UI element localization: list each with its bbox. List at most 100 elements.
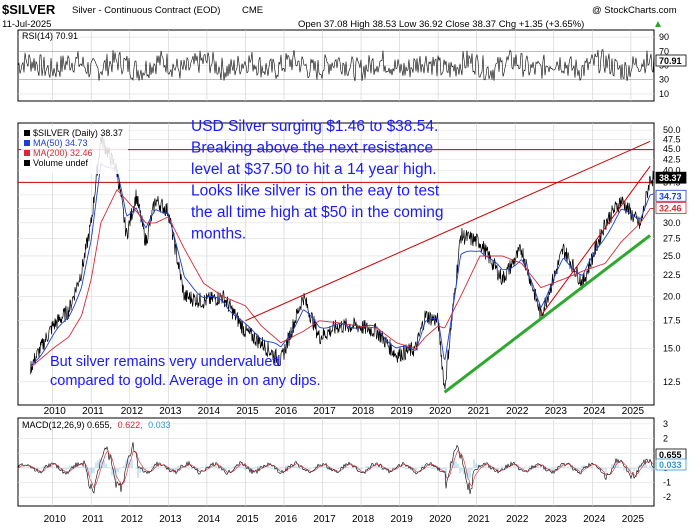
- macd-label-main: MACD(12,26,9) 0.655,: [22, 420, 112, 430]
- rsi-tick-label: 10: [659, 89, 669, 99]
- price-badge-bg: [655, 202, 687, 214]
- year-label: 2025: [622, 514, 645, 525]
- legend-swatch: [24, 150, 30, 156]
- year-label: 2011: [82, 406, 104, 417]
- year-label: 2013: [159, 514, 182, 525]
- macd-line: [17, 442, 655, 495]
- year-label: 2014: [198, 514, 221, 525]
- year-label: 2016: [275, 514, 298, 525]
- price-tick-label: 12.5: [663, 377, 681, 387]
- year-label: 2010: [44, 406, 67, 417]
- macd-signal-line: [17, 450, 655, 489]
- macd-label: MACD(12,26,9) 0.655, 0.622, 0.033: [22, 420, 171, 430]
- year-label: 2021: [468, 514, 491, 525]
- legend-entry: Volume undef: [33, 158, 89, 168]
- macd-badge: 0.033: [659, 460, 682, 470]
- year-label: 2019: [391, 406, 414, 417]
- macd-badge-bg: [655, 458, 687, 471]
- price-badge-bg: [655, 171, 687, 184]
- year-label: 2019: [391, 514, 414, 525]
- year-label: 2015: [236, 514, 259, 525]
- rsi-tick-label: 90: [659, 32, 669, 42]
- price-badge-bg: [655, 189, 687, 202]
- price-tick-label: 22.5: [663, 270, 681, 280]
- resistance-trendline: [540, 165, 651, 316]
- annotation-line: Breaking above the next resistance: [191, 140, 433, 157]
- year-label: 2012: [121, 406, 144, 417]
- rsi-badge: 70.91: [659, 56, 682, 66]
- price-badge: 38.37: [659, 173, 682, 183]
- annotation-line: level at $37.50 to hit a 14 year high.: [191, 161, 437, 178]
- macd-label-signal: 0.622,: [118, 420, 143, 430]
- price-tick-label: 20.0: [663, 291, 681, 301]
- ohlc-readout: Open 37.08 High 38.53 Low 36.92 Close 38…: [298, 19, 584, 30]
- year-label: 2025: [622, 406, 645, 417]
- price-tick-label: 40.0: [663, 166, 681, 176]
- price-tick-label: 27.5: [663, 234, 681, 244]
- annotation-line: But silver remains very undervalued: [50, 354, 281, 370]
- annotation-line: Looks like silver is on the eay to test: [191, 183, 440, 200]
- year-label: 2013: [159, 406, 182, 417]
- year-label: 2022: [506, 514, 529, 525]
- x-axis-years-top: 2010 2011 2012 2013 2014 2015 2016 2017 2018 2019…: [44, 406, 645, 417]
- macd-tick-label: -2: [663, 492, 671, 502]
- annotation-line: USD Silver surging $1.46 to $38.54.: [191, 118, 438, 135]
- year-label: 2014: [198, 406, 221, 417]
- year-label: 2015: [236, 406, 259, 417]
- legend-box: [21, 126, 128, 174]
- rsi-tick-label: 70: [659, 46, 669, 56]
- year-label: 2022: [506, 406, 529, 417]
- year-label: 2021: [468, 406, 491, 417]
- rsi-tick-label: 30: [659, 75, 669, 85]
- price-tick-label: 30.0: [663, 218, 681, 228]
- macd-panel: MACD(12,26,9) 0.655, 0.622, 0.033 3210-1…: [17, 417, 687, 507]
- macd-tick-label: 3: [663, 419, 668, 429]
- x-axis-years-bottom: 2010 2011 2012 2013 2014 2015 2016 2017 2018 2019…: [44, 514, 645, 525]
- legend-entry: $SILVER (Daily) 38.37: [33, 128, 123, 138]
- year-label: 2023: [545, 514, 568, 525]
- price-tick-label: 45.0: [663, 144, 681, 154]
- support-trendline: [443, 234, 652, 394]
- price-badge: 34.73: [659, 191, 682, 201]
- price-tick-label: 25.0: [663, 251, 681, 261]
- chart-symbol: $SILVER: [2, 2, 56, 17]
- macd-tick-label: -1: [663, 478, 671, 488]
- legend-swatch: [24, 130, 30, 136]
- year-label: 2017: [313, 514, 336, 525]
- year-label: 2018: [352, 514, 375, 525]
- macd-badge: 0.655: [659, 450, 682, 460]
- year-label: 2010: [44, 514, 67, 525]
- legend-entry: MA(200) 32.46: [33, 148, 93, 158]
- year-label: 2017: [313, 406, 336, 417]
- annotation-line: the all time high at $50 in the coming: [191, 204, 443, 221]
- year-label: 2020: [429, 514, 452, 525]
- watermark: @ StockCharts.com: [592, 5, 677, 16]
- rsi-panel: RSI(14) 70.91 9070503010 70.91: [17, 29, 687, 102]
- rsi-label: RSI(14) 70.91: [22, 31, 78, 41]
- macd-label-hist: 0.033: [148, 420, 171, 430]
- ma200-line: [30, 189, 654, 368]
- rsi-badge-bg: [655, 54, 687, 67]
- resistance-trendline: [245, 140, 651, 322]
- price-tick-label: 47.5: [663, 134, 681, 144]
- legend-entry: MA(50) 34.73: [33, 138, 88, 148]
- annotation-line: compared to gold. Average in on any dips…: [50, 373, 321, 389]
- legend-swatch: [24, 160, 30, 166]
- year-label: 2018: [352, 406, 375, 417]
- year-label: 2016: [275, 406, 298, 417]
- year-label: 2024: [583, 514, 606, 525]
- price-tick-label: 17.5: [663, 316, 681, 326]
- legend-swatch: [24, 140, 30, 146]
- chart-exchange: CME: [242, 5, 263, 16]
- rsi-line: [17, 49, 655, 82]
- year-label: 2011: [82, 514, 104, 525]
- annotation-line: months.: [191, 226, 246, 243]
- price-line: [30, 133, 655, 390]
- price-tick-label: 42.5: [663, 155, 681, 165]
- price-tick-label: 50.0: [663, 125, 681, 135]
- year-label: 2023: [545, 406, 568, 417]
- price-tick-label: 15.0: [663, 344, 681, 354]
- price-badge: 32.46: [659, 204, 682, 214]
